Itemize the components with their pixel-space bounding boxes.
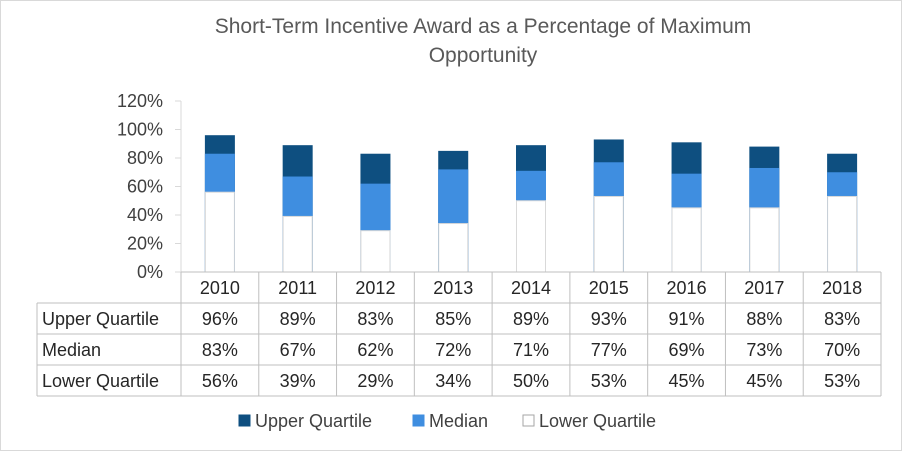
table-cell-value: 34% — [435, 371, 471, 391]
bar-lower-quartile — [360, 230, 391, 273]
data-table: 2010 2011 2012 2013 2014 2015 2016 2017 2018 Uppe… — [36, 271, 882, 397]
table-cell-value: 96% — [202, 309, 238, 329]
bar-lower-quartile — [593, 195, 624, 273]
legend: Upper Quartile Median Lower Quartile — [238, 411, 656, 431]
x-category-label: 2018 — [822, 278, 862, 298]
bar-lower-quartile — [204, 191, 235, 273]
y-tick-label: 120% — [117, 91, 163, 111]
bar-lower-quartile — [438, 223, 469, 273]
legend-label: Lower Quartile — [539, 411, 656, 431]
x-category-label: 2010 — [200, 278, 240, 298]
table-cell-value: 53% — [591, 371, 627, 391]
y-tick-label: 60% — [127, 177, 163, 197]
x-category-label: 2017 — [744, 278, 784, 298]
x-category-label: 2011 — [278, 278, 317, 298]
table-cell-value: 56% — [202, 371, 238, 391]
bar-lower-quartile — [282, 215, 313, 273]
table-cell-value: 62% — [357, 340, 393, 360]
table-cell-value: 83% — [202, 340, 238, 360]
x-category-label: 2016 — [667, 278, 707, 298]
table-cell-value: 29% — [357, 371, 393, 391]
table-cell-value: 39% — [280, 371, 316, 391]
x-category-label: 2012 — [355, 278, 395, 298]
chart-title-line-1: Short-Term Incentive Award as a Percenta… — [215, 15, 752, 38]
table-cell-value: 91% — [669, 309, 705, 329]
table-cell-value: 85% — [435, 309, 471, 329]
y-tick-label: 100% — [117, 120, 163, 140]
y-tick-label: 40% — [127, 205, 163, 225]
x-category-label: 2015 — [589, 278, 629, 298]
x-category-label: 2013 — [433, 278, 473, 298]
table-cell-value: 93% — [591, 309, 627, 329]
y-tick-label: 20% — [127, 234, 163, 254]
table-cell-value: 83% — [357, 309, 393, 329]
table-cell-value: 45% — [746, 371, 782, 391]
bar-lower-quartile — [671, 207, 702, 273]
chart-axes: 120% 100% 80% 60% 40% 20% 0% — [117, 91, 182, 282]
legend-label: Upper Quartile — [255, 411, 372, 431]
chart-title-line-2: Opportunity — [429, 44, 538, 67]
chart-bars — [204, 135, 858, 273]
table-cell-value: 67% — [280, 340, 316, 360]
legend-swatch — [412, 414, 425, 427]
table-cell-value: 73% — [746, 340, 782, 360]
table-cell-value: 77% — [591, 340, 627, 360]
legend-swatch — [238, 414, 251, 427]
table-cell-value: 89% — [280, 309, 316, 329]
table-cell-value: 70% — [824, 340, 860, 360]
table-row-header: Lower Quartile — [42, 371, 159, 391]
table-cell-value: 71% — [513, 340, 549, 360]
bar-lower-quartile — [516, 200, 546, 273]
table-cell-value: 72% — [435, 340, 471, 360]
y-tick-label: 80% — [127, 148, 163, 168]
table-row-header: Upper Quartile — [42, 309, 159, 329]
table-cell-value: 88% — [746, 309, 782, 329]
table-cell-value: 45% — [669, 371, 705, 391]
table-cell-value: 50% — [513, 371, 549, 391]
y-tick-label: 0% — [137, 262, 163, 282]
bar-lower-quartile — [749, 207, 780, 273]
table-row-header: Median — [42, 340, 101, 360]
bar-lower-quartile — [827, 195, 858, 273]
table-cell-value: 53% — [824, 371, 860, 391]
legend-swatch — [522, 414, 535, 427]
table-cell-value: 69% — [669, 340, 705, 360]
x-category-label: 2014 — [511, 278, 551, 298]
legend-label: Median — [429, 411, 488, 431]
table-cell-value: 83% — [824, 309, 860, 329]
table-cell-value: 89% — [513, 309, 549, 329]
